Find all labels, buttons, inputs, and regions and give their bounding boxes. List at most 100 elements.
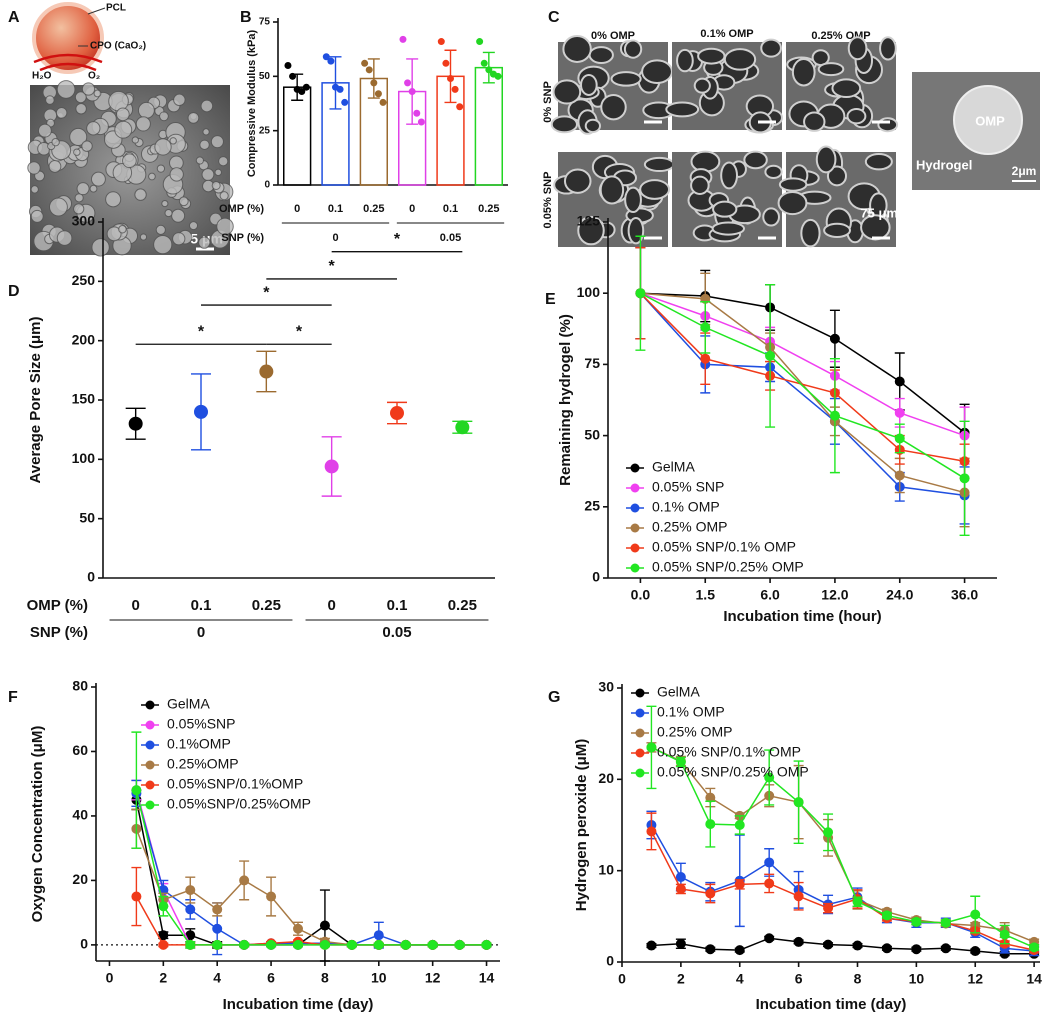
pore (552, 79, 582, 105)
data-point (131, 785, 142, 796)
series-line (650, 831, 1035, 951)
y-tick-label: 20 (598, 770, 614, 786)
legend-label: 0.25% OMP (657, 724, 732, 740)
legend-label: 0.1%OMP (167, 736, 231, 752)
pointer (87, 7, 106, 15)
data-point (675, 938, 686, 949)
annotation: OMP (975, 113, 1005, 128)
pore (743, 150, 768, 170)
pore (697, 47, 726, 65)
microsphere (91, 238, 110, 257)
panel-label: F (8, 689, 18, 706)
y-tick-label: 0 (264, 180, 270, 191)
legend-marker (145, 780, 155, 790)
x-axis-label: Incubation time (day) (756, 996, 907, 1013)
data-point (959, 473, 970, 484)
panel-label: A (8, 9, 20, 26)
y-axis-label: Remaining hydrogel (%) (557, 314, 574, 486)
data-point (239, 939, 250, 950)
x-axis-label: Incubation time (hour) (723, 608, 881, 625)
data-point (705, 888, 716, 899)
legend-label: 0.1% OMP (657, 704, 725, 720)
microsphere (169, 137, 177, 145)
series-line (640, 292, 965, 437)
pore (627, 217, 645, 245)
pore (831, 78, 862, 99)
series-line (135, 793, 487, 946)
y-tick-label: 75 (584, 355, 600, 371)
data-point (293, 939, 303, 950)
dot (455, 420, 470, 435)
data-point (485, 66, 493, 74)
pore (676, 48, 694, 73)
y-tick-label: 50 (584, 426, 600, 442)
category-label: 0.1 (191, 597, 212, 614)
y-tick-label: 0 (80, 936, 88, 952)
microsphere (106, 226, 122, 242)
data-point (408, 88, 416, 96)
series-line (639, 292, 965, 497)
data-point (336, 85, 344, 93)
data-point (764, 772, 775, 783)
microsphere (112, 162, 133, 183)
category-label: 0.1 (443, 203, 458, 215)
legend-marker (145, 740, 155, 750)
pore (562, 35, 592, 63)
data-point (793, 891, 804, 902)
microsphere (93, 89, 102, 98)
data-point (417, 118, 425, 126)
pore (800, 218, 821, 248)
pore (624, 186, 642, 214)
significance-label: * (394, 231, 401, 248)
data-point (346, 939, 357, 950)
data-point (793, 936, 804, 947)
significance-label: * (296, 323, 303, 340)
legend-marker (145, 760, 155, 770)
data-point (185, 939, 196, 950)
x-axis-label: Incubation time (day) (223, 996, 374, 1013)
series-line (135, 789, 487, 946)
y-tick-label: 50 (79, 509, 95, 525)
x-tick-label: 2 (677, 971, 685, 987)
data-point (765, 350, 776, 361)
legend-label: 0.05% SNP/0.1% OMP (652, 539, 796, 555)
x-tick-label: 12.0 (821, 587, 848, 603)
pore (690, 150, 721, 173)
microsphere (73, 203, 85, 215)
x-tick-label: 4 (736, 971, 744, 987)
data-point (894, 407, 905, 418)
significance-label: * (263, 284, 270, 301)
category-label: 0 (131, 597, 139, 614)
panel-label: E (545, 291, 556, 308)
microsphere (73, 148, 81, 156)
row-label: SNP (%) (221, 232, 264, 244)
y-tick-label: 50 (259, 71, 271, 82)
pore (665, 101, 700, 118)
y-tick-label: 100 (72, 450, 96, 466)
y-tick-label: 75 (259, 17, 271, 28)
x-tick-label: 12 (425, 970, 441, 986)
pore (600, 93, 627, 121)
pore (864, 153, 893, 171)
x-tick-label: 12 (967, 971, 983, 987)
data-point (635, 288, 646, 299)
group-label: 0.05 (382, 624, 411, 641)
pore (712, 200, 738, 218)
legend-label: 0.05%SNP (167, 716, 235, 732)
data-point (646, 742, 657, 753)
microsphere (76, 182, 90, 196)
data-point (158, 939, 169, 950)
category-label: 0 (409, 203, 415, 215)
x-tick-label: 8 (854, 971, 862, 987)
column-label: 0.1% OMP (700, 28, 753, 40)
data-point (481, 939, 492, 950)
microsphere (199, 139, 210, 151)
legend-label: 0.25%OMP (167, 756, 239, 772)
data-point (480, 59, 488, 67)
annotation: H₂O (32, 71, 52, 82)
panel-label: G (548, 689, 560, 706)
microsphere (195, 156, 204, 165)
data-point (266, 939, 277, 950)
pore (623, 39, 643, 59)
